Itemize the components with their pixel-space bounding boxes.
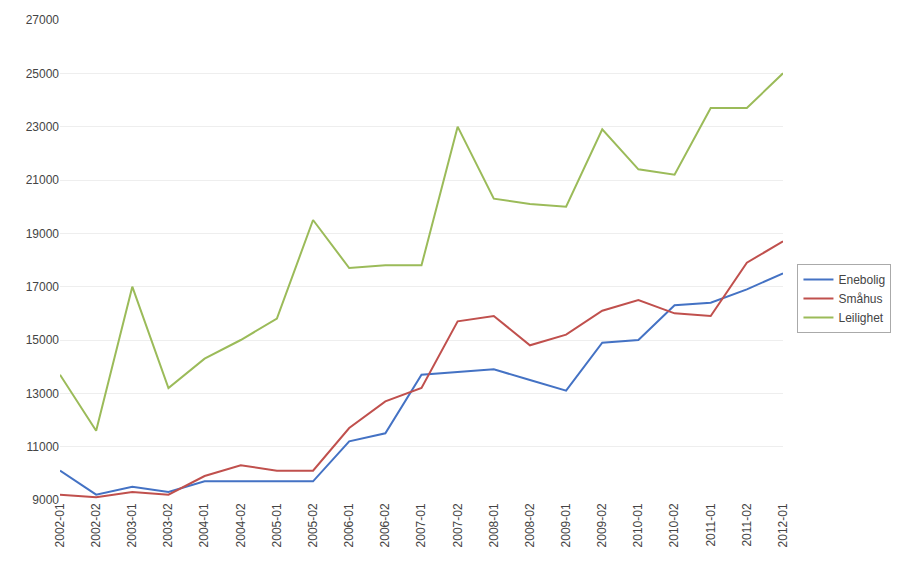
svg-text:9000: 9000 <box>32 493 59 507</box>
svg-text:2004-01: 2004-01 <box>198 503 212 547</box>
svg-text:17000: 17000 <box>26 280 60 294</box>
svg-text:11000: 11000 <box>27 440 60 454</box>
svg-text:2011-01: 2011-01 <box>704 503 718 546</box>
svg-text:Småhus: Småhus <box>838 292 882 306</box>
svg-text:25000: 25000 <box>26 67 60 81</box>
svg-text:2011-02: 2011-02 <box>740 503 754 546</box>
svg-text:13000: 13000 <box>26 387 60 401</box>
svg-text:2002-01: 2002-01 <box>53 503 67 547</box>
svg-text:2007-01: 2007-01 <box>414 503 428 547</box>
svg-text:2009-02: 2009-02 <box>595 503 609 547</box>
svg-text:2009-01: 2009-01 <box>559 503 573 547</box>
svg-text:2010-02: 2010-02 <box>667 503 681 547</box>
svg-text:2003-02: 2003-02 <box>161 503 175 547</box>
svg-text:2006-01: 2006-01 <box>342 503 356 547</box>
svg-text:2002-02: 2002-02 <box>89 503 103 547</box>
svg-text:Enebolig: Enebolig <box>838 273 885 287</box>
svg-text:2005-01: 2005-01 <box>270 503 284 547</box>
svg-text:2010-01: 2010-01 <box>631 503 645 547</box>
svg-text:2003-01: 2003-01 <box>125 503 139 547</box>
svg-text:2008-01: 2008-01 <box>487 503 501 547</box>
svg-text:Leilighet: Leilighet <box>838 311 883 325</box>
svg-text:27000: 27000 <box>26 13 60 27</box>
svg-text:2007-02: 2007-02 <box>451 503 465 547</box>
svg-text:2012-01: 2012-01 <box>776 503 790 547</box>
svg-text:2008-02: 2008-02 <box>523 503 537 547</box>
svg-text:21000: 21000 <box>26 173 60 187</box>
svg-text:2004-02: 2004-02 <box>234 503 248 547</box>
svg-text:23000: 23000 <box>26 120 60 134</box>
svg-text:15000: 15000 <box>26 333 60 347</box>
svg-text:19000: 19000 <box>26 227 60 241</box>
svg-text:2005-02: 2005-02 <box>306 503 320 547</box>
svg-text:2006-02: 2006-02 <box>378 503 392 547</box>
